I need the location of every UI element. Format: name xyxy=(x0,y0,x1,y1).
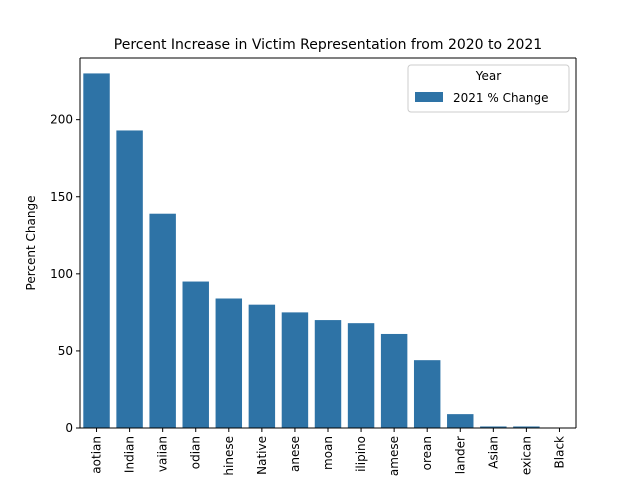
bar xyxy=(116,130,143,428)
bar xyxy=(281,312,309,429)
legend-title: Year xyxy=(475,69,501,83)
x-tick-label: ilipino xyxy=(354,436,368,472)
bar xyxy=(513,426,540,428)
bar xyxy=(347,323,375,428)
bar xyxy=(447,414,474,429)
x-tick-label: vaiian xyxy=(156,436,170,472)
x-tick-label: orean xyxy=(420,436,434,470)
y-tick-label: 150 xyxy=(50,190,73,204)
bar xyxy=(380,333,408,428)
y-tick-label: 100 xyxy=(50,267,73,281)
bar xyxy=(83,73,110,429)
y-axis-label: Percent Change xyxy=(24,196,38,291)
x-tick-label: exican xyxy=(519,436,533,475)
x-tick-label: anese xyxy=(288,436,302,472)
x-tick-label: Native xyxy=(255,436,269,475)
x-tick-label: odian xyxy=(189,436,203,469)
x-tick-label: lander xyxy=(453,436,467,474)
x-tick-labels: aotian Indian vaiian odian hinese Native anese… xyxy=(90,436,567,476)
x-tick-label: amese xyxy=(387,436,401,476)
x-tick-label: Indian xyxy=(123,436,137,473)
plot-area: 0 50 100 150 200 aotian Indian vaiian odian hines… xyxy=(50,57,577,476)
bar xyxy=(480,426,507,428)
x-tick-label: Black xyxy=(552,436,566,469)
bar xyxy=(149,213,176,428)
legend-swatch xyxy=(415,92,443,102)
chart-title: Percent Increase in Victim Representatio… xyxy=(114,37,542,53)
bar xyxy=(215,298,243,428)
y-tick-label: 200 xyxy=(50,113,73,127)
x-tick-label: hinese xyxy=(222,436,236,476)
legend-label: 2021 % Change xyxy=(453,91,549,105)
legend: Year 2021 % Change xyxy=(407,64,570,113)
x-tick-label: Asian xyxy=(486,436,500,469)
bar xyxy=(413,360,441,428)
bar xyxy=(248,304,276,428)
x-tick-label: aotian xyxy=(90,436,104,474)
legend-frame xyxy=(407,64,570,113)
bar xyxy=(314,320,342,428)
y-tick-label: 0 xyxy=(65,421,73,435)
bar xyxy=(182,281,209,428)
x-tick-label: moan xyxy=(321,436,335,470)
y-tick-label: 50 xyxy=(58,344,73,358)
